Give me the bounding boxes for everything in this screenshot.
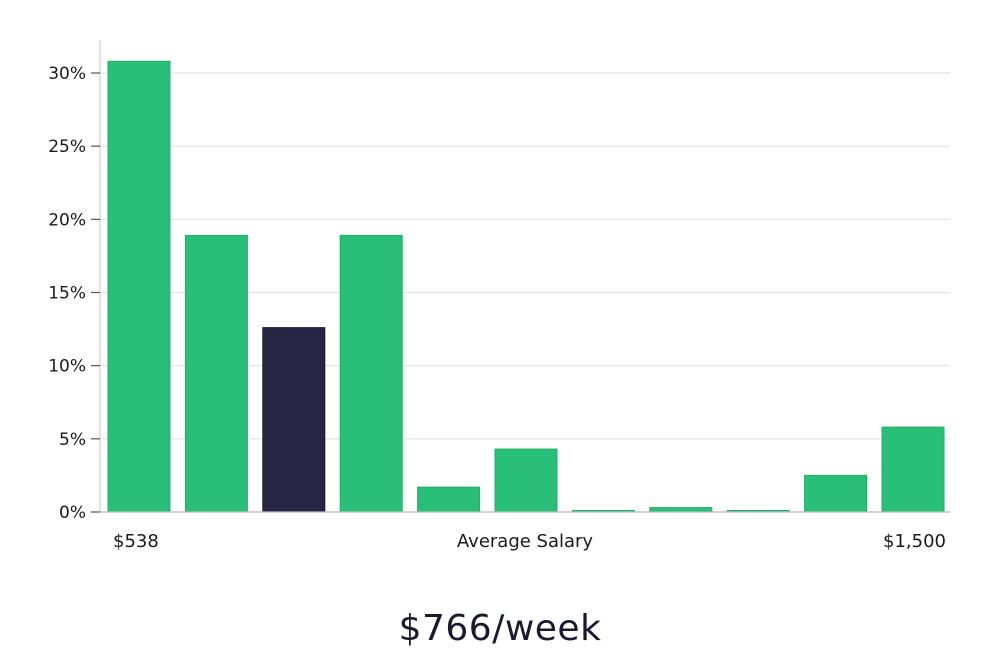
bar — [881, 426, 945, 513]
bar — [107, 60, 171, 513]
y-axis-ticks: 0% 5% 10% 15% 20% 25% 30% — [48, 64, 100, 523]
y-tick-label: 10% — [48, 357, 86, 377]
bar — [339, 234, 403, 513]
bar — [494, 448, 558, 513]
bar — [804, 474, 868, 513]
bar — [184, 234, 248, 513]
bar-highlighted — [262, 327, 326, 513]
y-tick-label: 20% — [48, 210, 86, 230]
bar — [649, 507, 713, 513]
y-tick-label: 25% — [48, 137, 86, 157]
salary-histogram: 0%5%10%15%20%25%30% $538 Average Salary … — [48, 40, 950, 552]
x-axis-label: Average Salary — [457, 531, 594, 552]
bar — [417, 486, 481, 513]
y-tick-label: 30% — [48, 64, 86, 84]
y-tick-label: 0% — [59, 503, 86, 523]
x-min-label: $538 — [113, 531, 159, 552]
y-tick-label: 5% — [59, 430, 86, 450]
y-tick-label: 15% — [48, 284, 86, 304]
average-salary-value: $766/week — [398, 608, 602, 649]
bars — [100, 60, 950, 513]
x-max-label: $1,500 — [883, 531, 946, 552]
